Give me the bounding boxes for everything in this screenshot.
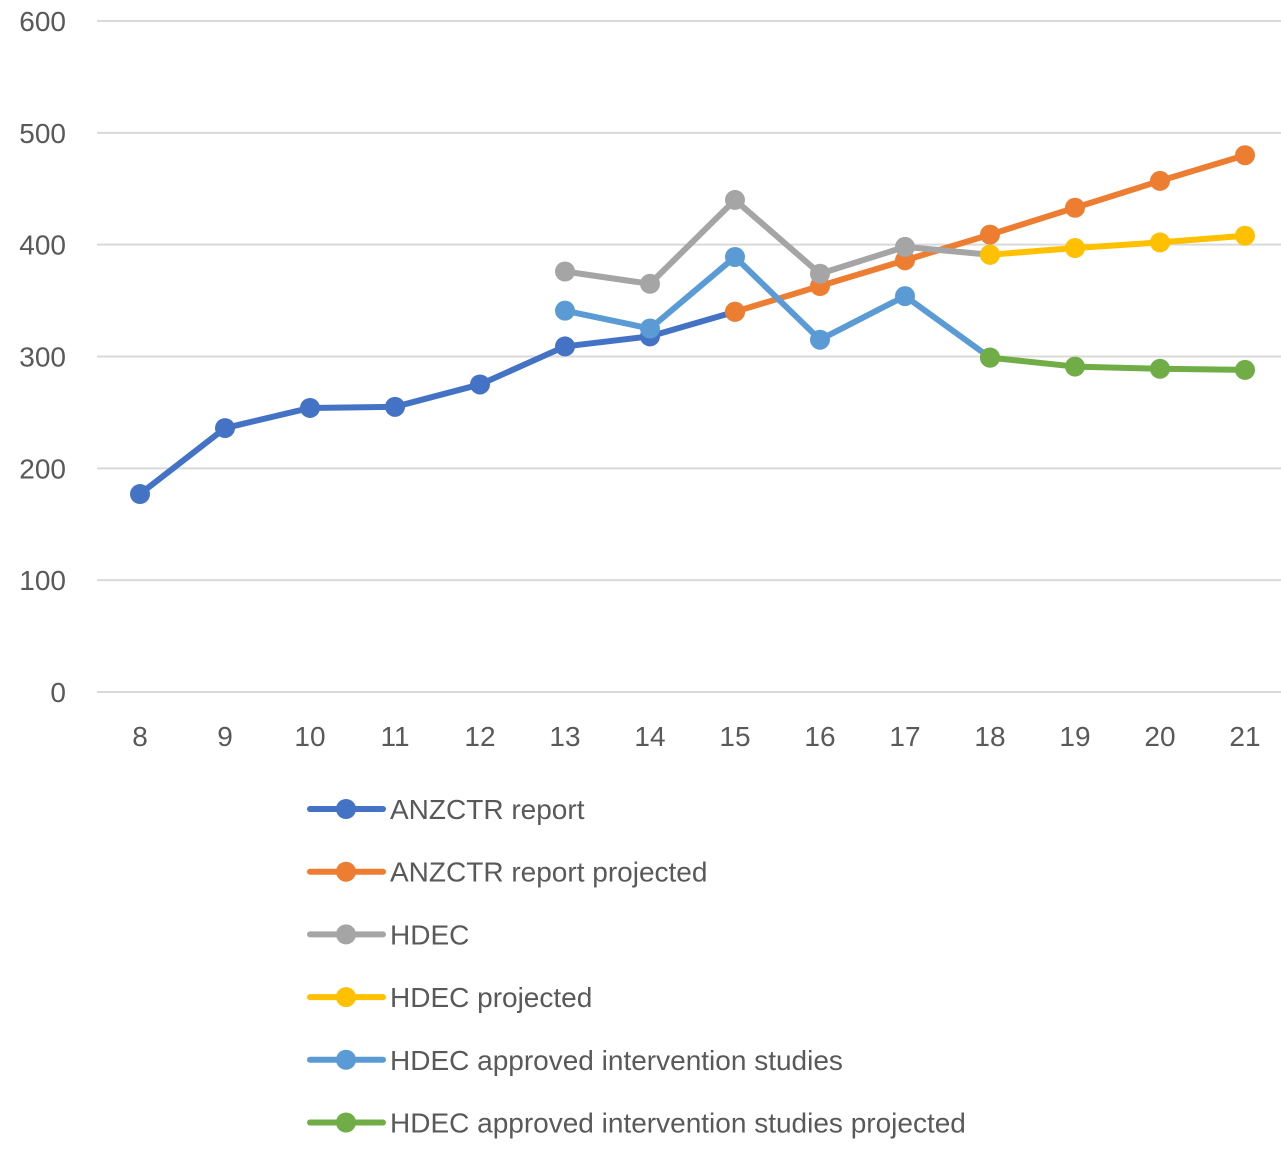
legend-swatch-marker — [336, 1049, 356, 1070]
x-tick-label: 9 — [217, 721, 233, 752]
legend: ANZCTR report ANZCTR report projected HDEC… — [307, 794, 966, 1139]
y-tick-label: 600 — [19, 6, 66, 37]
series-line — [562, 196, 993, 287]
series-1 — [725, 145, 1255, 322]
y-tick-label: 500 — [19, 118, 66, 149]
legend-label: HDEC projected — [390, 982, 592, 1013]
data-point — [1150, 358, 1170, 379]
series-line — [987, 232, 1248, 258]
legend-label: HDEC approved intervention studies proje… — [390, 1108, 966, 1139]
legend-label: ANZCTR report — [390, 794, 585, 825]
data-point — [130, 484, 150, 505]
x-tick-label: 13 — [549, 721, 580, 752]
legend-item: HDEC — [307, 919, 469, 950]
legend-item: HDEC approved intervention studies — [307, 1045, 843, 1076]
x-tick-label: 21 — [1229, 721, 1260, 752]
data-point — [810, 263, 830, 284]
x-tick-label: 15 — [719, 721, 750, 752]
legend-item: HDEC projected — [307, 982, 592, 1013]
data-point — [725, 246, 745, 267]
legend-item: ANZCTR report — [307, 794, 585, 825]
data-point — [385, 396, 405, 417]
series-2 — [555, 189, 1000, 294]
legend-label: ANZCTR report projected — [390, 857, 707, 888]
legend-item: HDEC approved intervention studies proje… — [307, 1108, 966, 1139]
data-point — [1235, 359, 1255, 380]
data-point — [1065, 238, 1085, 259]
legend-swatch-marker — [336, 1112, 356, 1133]
data-point — [640, 318, 660, 339]
x-tick-label: 17 — [889, 721, 920, 752]
data-point — [980, 347, 1000, 368]
x-tick-label: 19 — [1059, 721, 1090, 752]
data-point — [980, 224, 1000, 245]
y-tick-label: 300 — [19, 342, 66, 373]
data-point — [980, 244, 1000, 265]
series-lines — [130, 145, 1255, 505]
data-point — [895, 286, 915, 307]
series-4 — [555, 246, 1000, 368]
legend-swatch-marker — [336, 987, 356, 1008]
legend-swatch-marker — [336, 924, 356, 945]
x-tick-label: 12 — [464, 721, 495, 752]
series-line — [562, 253, 993, 361]
x-tick-label: 18 — [974, 721, 1005, 752]
data-point — [725, 189, 745, 210]
x-tick-label: 11 — [380, 721, 409, 752]
data-point — [215, 418, 235, 439]
series-line — [137, 308, 738, 498]
data-point — [640, 273, 660, 294]
x-tick-label: 16 — [804, 721, 835, 752]
data-point — [1235, 225, 1255, 246]
series-0 — [130, 301, 745, 505]
x-tick-label: 14 — [634, 721, 665, 752]
series-3 — [980, 225, 1255, 265]
y-tick-label: 100 — [19, 565, 66, 596]
x-tick-label: 20 — [1144, 721, 1175, 752]
legend-swatch-marker — [336, 861, 356, 882]
data-point — [555, 261, 575, 282]
legend-label: HDEC — [390, 919, 469, 950]
data-point — [725, 301, 745, 322]
data-point — [555, 300, 575, 321]
gridlines — [97, 20, 1281, 693]
x-tick-label: 10 — [294, 721, 325, 752]
x-axis: 8 9 10 11 12 13 14 15 16 17 18 19 20 21 — [132, 721, 1260, 752]
data-point — [470, 374, 490, 395]
data-point — [810, 329, 830, 350]
x-tick-label: 8 — [132, 721, 148, 752]
data-point — [1065, 197, 1085, 218]
y-axis: 0 100 200 300 400 500 600 — [19, 6, 66, 708]
series-5 — [980, 347, 1255, 380]
data-point — [1065, 356, 1085, 377]
y-tick-label: 400 — [19, 230, 66, 261]
data-point — [1150, 170, 1170, 191]
data-point — [1150, 232, 1170, 253]
legend-swatch-marker — [336, 799, 356, 819]
legend-label: HDEC approved intervention studies — [390, 1045, 843, 1076]
legend-item: ANZCTR report projected — [307, 857, 707, 888]
series-line — [987, 354, 1248, 373]
data-point — [555, 336, 575, 357]
data-point — [895, 236, 915, 257]
y-tick-label: 200 — [19, 453, 66, 484]
data-point — [300, 397, 320, 418]
data-point — [1235, 145, 1255, 166]
y-tick-label: 0 — [50, 677, 66, 708]
